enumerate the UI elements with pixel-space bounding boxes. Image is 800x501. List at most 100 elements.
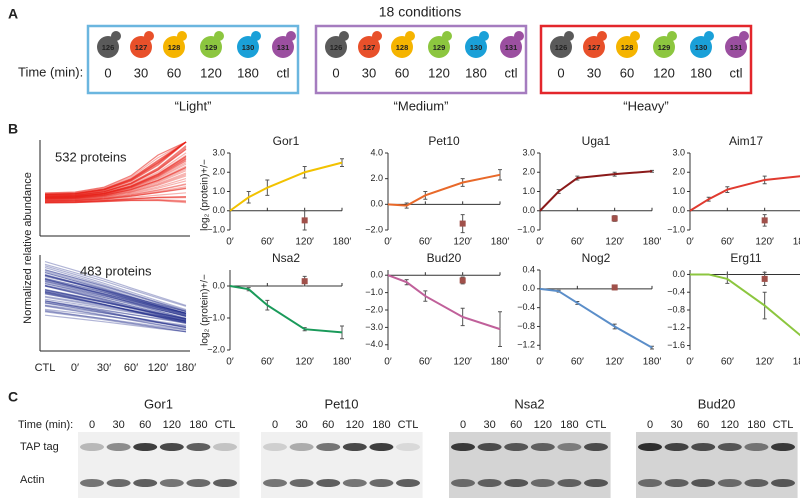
y-tick-label: −1.2 [517,340,535,350]
cluster-trace [44,304,187,326]
y-tick-label: 2.0 [370,173,383,183]
actin-band [477,479,502,487]
cluster-trace [44,293,187,322]
chart-title: Uga1 [582,134,611,148]
panel-label: B [8,121,18,137]
cluster-trace [44,145,187,197]
blot-title: Gor1 [144,396,173,411]
lane-label: CTL [215,419,236,431]
chart-title: Gor1 [273,134,300,148]
tap-band [186,443,211,451]
actin-band [584,479,608,487]
tap-band [638,443,662,451]
lane-label: 180 [189,419,207,431]
row-label: TAP tag [20,441,59,453]
yeast-cell [500,36,522,58]
cluster-trace [44,279,187,316]
time-value: 120 [653,65,675,80]
yeast-cell [616,36,638,58]
x-tick-label: 120′ [295,237,314,248]
tag-label: 127 [363,43,376,52]
row-label: Actin [20,474,44,486]
tap-band [584,443,608,451]
actin-band [557,479,582,487]
cluster-trace [44,289,187,321]
tap-band [396,443,420,451]
lane-label: 120 [346,419,364,431]
x-tick-label: CTL [35,362,56,374]
chart-title: Pet10 [428,134,460,148]
time-label: Time (min): [18,419,73,431]
y-tick-label: −1.0 [517,224,535,234]
cluster-trace [44,146,187,197]
x-tick-label: 60′ [261,237,274,248]
cluster-trace [44,175,187,201]
y-tick-label: −4.0 [365,339,383,349]
lane-label: 60 [510,419,522,431]
cluster-trace [44,263,187,307]
lane-label: CTL [398,419,419,431]
cluster-trace [44,298,187,322]
cluster-trace [44,158,187,199]
cluster-trace [44,314,187,333]
cluster-trace [44,180,187,201]
cluster-trace [44,141,187,195]
cluster-trace [44,152,187,198]
cluster-trace [44,200,187,204]
blot-background [261,432,423,498]
y-tick-label: −1.0 [667,224,685,234]
actin-band [159,479,184,487]
x-tick-label: 120′ [755,357,774,368]
x-tick-label: 60′ [124,362,138,374]
tag-label: 128 [168,43,181,52]
y-tick-label: 0.0 [672,269,685,279]
time-value: 60 [167,65,181,80]
cluster-trace [44,274,187,317]
group-label: “Light” [175,98,212,113]
time-value: 30 [587,65,601,80]
cluster-label: 483 proteins [80,263,152,278]
time-value: 30 [362,65,376,80]
y-axis-label: Normalized relative abundance [22,172,34,324]
actin-band [186,479,211,487]
time-value: 120 [200,65,222,80]
blot-title: Bud20 [698,396,736,411]
tap-band [80,443,104,451]
tap-band [664,443,689,451]
tag-label: 126 [102,43,115,52]
cluster-trace [44,148,187,197]
x-tick-label: 180′ [643,237,662,248]
yeast-cell [97,36,119,58]
cluster-trace [44,157,187,198]
y-tick-label: 1.0 [522,186,535,196]
y-tick-label: −0.4 [667,287,685,297]
tag-label: 130 [695,43,708,52]
cluster-trace [44,196,187,203]
tap-band [530,443,555,451]
series-line [689,175,800,212]
cluster-trace [44,300,187,328]
chart-title: Aim17 [729,134,763,148]
tap-band [504,443,529,451]
cluster-trace [44,165,187,199]
cluster-trace [44,302,187,328]
time-value: 180 [690,65,712,80]
lane-label: 120 [534,419,552,431]
tag-label: 130 [242,43,255,52]
y-tick-label: 0.4 [522,264,535,274]
cluster-trace [44,275,187,312]
cluster-trace [44,291,187,320]
lane-label: 30 [112,419,124,431]
cluster-trace [44,291,187,324]
yeast-cell [163,36,185,58]
series-line [387,173,501,207]
cluster-trace [44,280,187,317]
time-value: 180 [465,65,487,80]
cluster-trace [44,278,187,314]
cluster-trace [44,166,187,200]
cluster-trace [44,292,187,323]
cluster-trace [44,158,187,199]
tag-label: 129 [205,43,218,52]
tap-band [159,443,184,451]
